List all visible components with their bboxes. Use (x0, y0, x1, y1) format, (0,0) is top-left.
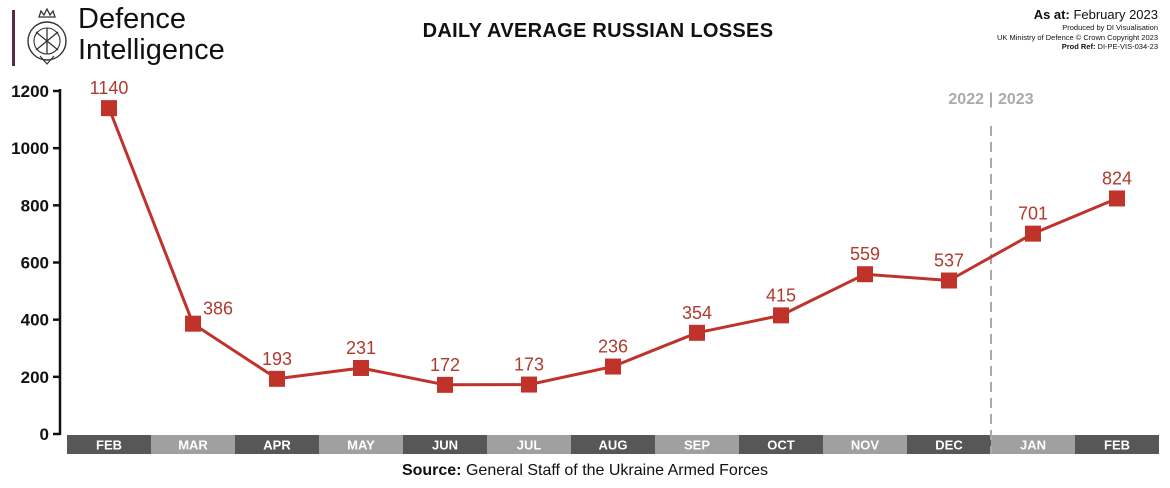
x-tick-label: DEC (935, 438, 963, 453)
y-tick-label: 600 (21, 254, 49, 273)
year-label-left: 2022 (948, 91, 984, 108)
brand-accent-bar (12, 10, 15, 66)
data-label: 193 (262, 349, 292, 369)
brand-line-2: Intelligence (78, 34, 225, 66)
x-tick-label: JUN (432, 438, 458, 453)
x-band-10 (907, 435, 991, 454)
produced-by: Produced by DI Visualisation (1062, 23, 1158, 32)
x-tick-label: FEB (1104, 438, 1130, 453)
prod-ref-line: Prod Ref: DI-PE-VIS-034-23 (997, 42, 1158, 52)
year-label-right: 2023 (998, 91, 1034, 108)
y-tick-label: 200 (21, 368, 49, 387)
as-at-value: February 2023 (1073, 7, 1158, 22)
source-label: Source: (401, 462, 462, 479)
x-band-6 (571, 435, 655, 454)
data-point (353, 359, 369, 376)
brand-name: Defence Intelligence (78, 4, 225, 66)
data-point (269, 370, 285, 387)
x-band-1 (151, 435, 235, 454)
y-tick-label: 800 (21, 196, 49, 215)
prod-ref-value: DI-PE-VIS-034-23 (1097, 42, 1158, 51)
x-band-11 (991, 435, 1075, 454)
data-label: 173 (514, 355, 544, 375)
data-label: 172 (430, 355, 460, 375)
as-at-label: As at: (1033, 7, 1070, 22)
year-divider: 2022 | 2023 (948, 91, 1034, 454)
x-tick-label: NOV (851, 438, 880, 453)
data-label: 415 (766, 285, 796, 305)
x-tick-label: MAY (347, 438, 375, 453)
data-point (185, 315, 201, 332)
y-axis: 0 200 400 600 800 1000 1200 (11, 82, 62, 444)
as-at-line: As at: February 2023 (997, 7, 1158, 23)
source-value: General Staff of the Ukraine Armed Force… (465, 462, 769, 479)
data-point (773, 307, 789, 324)
x-tick-label: FEB (96, 438, 122, 453)
y-tick-label: 1200 (11, 82, 49, 101)
data-point (605, 358, 621, 375)
data-point (101, 100, 117, 117)
x-band-5 (487, 435, 571, 454)
x-tick-label: JAN (1020, 438, 1046, 453)
data-point (437, 376, 453, 393)
chart-title: DAILY AVERAGE RUSSIAN LOSSES (422, 20, 774, 42)
data-labels: 1140 386 193 231 172 173 236 354 415 559 537 701 824 (90, 78, 1132, 375)
data-label: 559 (850, 244, 880, 264)
y-tick-label: 0 (40, 425, 49, 444)
x-band-3 (319, 435, 403, 454)
x-band-2 (235, 435, 319, 454)
x-band-4 (403, 435, 487, 454)
x-tick-label: AUG (599, 438, 628, 453)
data-label: 354 (682, 303, 712, 323)
source-note: Source: General Staff of the Ukraine Arm… (0, 462, 1170, 480)
x-tick-label: MAR (178, 438, 208, 453)
copyright-text: UK Ministry of Defence © Crown Copyright… (996, 32, 1158, 42)
prod-ref-label: Prod Ref: (1061, 42, 1096, 51)
x-band-8 (739, 435, 823, 454)
data-label: 231 (346, 338, 376, 358)
data-point (689, 324, 705, 341)
data-point (521, 376, 537, 393)
x-axis-bands: FEB MAR APR MAY JUN JUL AUG SEP OCT NOV DEC JAN FEB (67, 435, 1159, 454)
data-label: 236 (598, 337, 628, 357)
x-tick-label: JUL (517, 438, 542, 453)
data-label: 537 (934, 251, 964, 271)
x-band-0 (67, 435, 151, 454)
data-point (857, 266, 873, 283)
brand-line-1: Defence (78, 3, 187, 35)
x-tick-label: SEP (684, 438, 710, 453)
x-band-9 (823, 435, 907, 454)
y-tick-label: 400 (21, 311, 49, 330)
x-tick-label: APR (263, 438, 291, 453)
data-label: 386 (203, 299, 233, 319)
data-label: 701 (1018, 204, 1048, 224)
year-separator: | (989, 91, 993, 108)
x-band-7 (655, 435, 739, 454)
data-point (941, 272, 957, 289)
data-label: 1140 (90, 78, 129, 98)
data-point (1025, 225, 1041, 242)
royal-crest-icon (27, 8, 67, 65)
data-label: 824 (1102, 168, 1132, 188)
header-meta: As at: February 2023 Produced by DI Visu… (997, 7, 1158, 52)
x-band-12 (1075, 435, 1159, 454)
data-point (1109, 190, 1125, 207)
data-markers (101, 100, 1125, 393)
y-tick-label: 1000 (11, 139, 49, 158)
x-tick-label: OCT (767, 438, 795, 453)
